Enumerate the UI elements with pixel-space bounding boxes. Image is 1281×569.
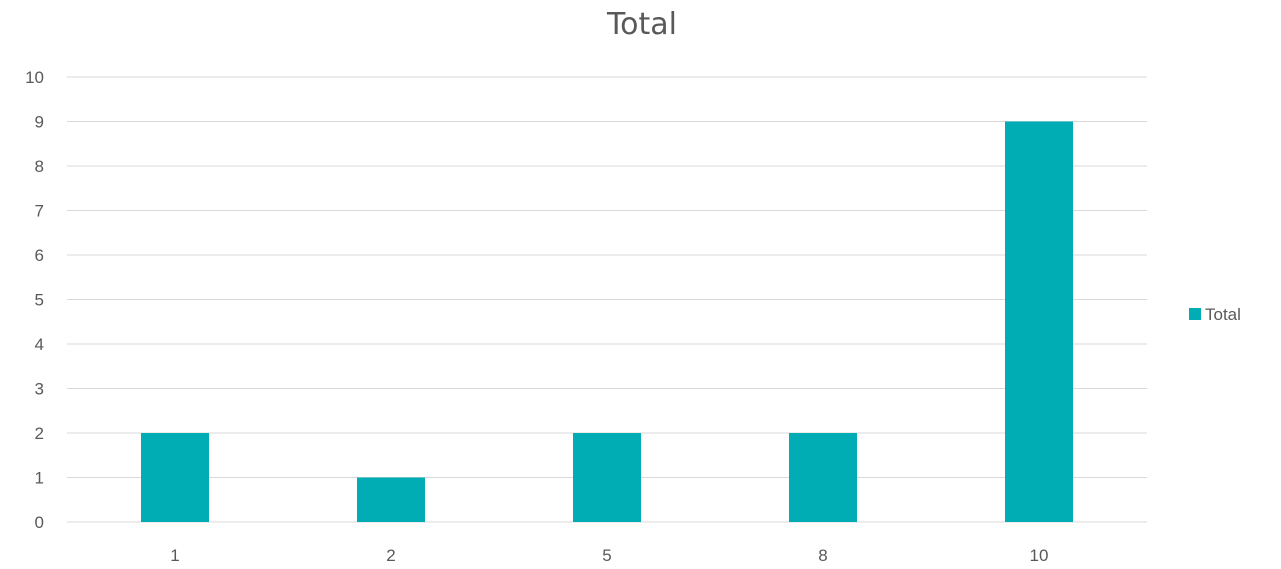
legend-label: Total xyxy=(1205,305,1241,324)
bar-10 xyxy=(1005,121,1073,522)
y-tick-label: 3 xyxy=(35,380,44,399)
y-tick-label: 6 xyxy=(35,246,44,265)
x-axis-tick-labels: 1 2 5 8 10 xyxy=(170,546,1048,565)
bar-8 xyxy=(789,433,857,522)
legend: Total xyxy=(1189,305,1241,324)
y-tick-label: 0 xyxy=(35,513,44,532)
y-tick-label: 4 xyxy=(35,335,44,354)
y-tick-label: 10 xyxy=(25,68,44,87)
gridlines xyxy=(67,76,1147,523)
x-tick-label: 10 xyxy=(1030,546,1049,565)
bars xyxy=(141,121,1073,522)
x-tick-label: 8 xyxy=(818,546,827,565)
y-axis-tick-labels: 0 1 2 3 4 5 6 7 8 9 10 xyxy=(25,68,44,532)
y-tick-label: 8 xyxy=(35,157,44,176)
y-tick-label: 5 xyxy=(35,291,44,310)
x-tick-label: 5 xyxy=(602,546,611,565)
y-tick-label: 7 xyxy=(35,202,44,221)
y-tick-label: 9 xyxy=(35,113,44,132)
chart-title: Total xyxy=(606,7,677,42)
y-tick-label: 1 xyxy=(35,469,44,488)
bar-1 xyxy=(141,433,209,522)
bar-2 xyxy=(357,477,425,522)
x-tick-label: 1 xyxy=(170,546,179,565)
bar-5 xyxy=(573,433,641,522)
legend-swatch xyxy=(1189,308,1201,320)
x-tick-label: 2 xyxy=(386,546,395,565)
y-tick-label: 2 xyxy=(35,424,44,443)
